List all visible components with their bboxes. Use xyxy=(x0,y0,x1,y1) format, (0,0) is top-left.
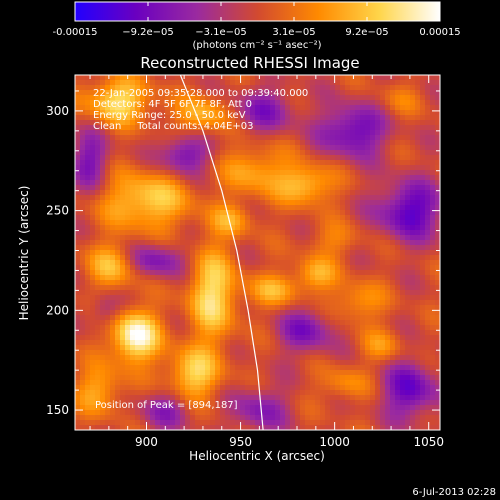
colorbar-tick-label: 3.1e−05 xyxy=(272,27,315,38)
solar-limb-curve xyxy=(179,74,264,431)
colorbar: -0.00015 −9.2e−05 −3.1e−05 3.1e−05 9.2e−… xyxy=(53,1,461,51)
x-axis-label: Heliocentric X (arcsec) xyxy=(189,449,325,463)
x-tick-label: 900 xyxy=(135,435,158,449)
info-line-time: 22-Jan-2005 09:35:28.000 to 09:39:40.000 xyxy=(93,88,308,99)
x-tick-label: 950 xyxy=(229,435,252,449)
info-line-detectors: Detectors: 4F 5F 6F 7F 8F, Att 0 xyxy=(93,99,252,110)
y-tick-label: 150 xyxy=(46,403,69,417)
colorbar-tick-label: −9.2e−05 xyxy=(122,27,174,38)
y-tick-label: 200 xyxy=(46,303,69,317)
info-line-clean: Clean Total counts: 4.04E+03 xyxy=(93,121,253,132)
peak-position-label: Position of Peak = [894,187] xyxy=(95,400,238,411)
colorbar-tick-label: 9.2e−05 xyxy=(345,27,388,38)
y-tick-label: 300 xyxy=(46,104,69,118)
axes: 900 950 1000 1050 150 200 250 300 xyxy=(46,75,444,449)
y-axis-label: Heliocentric Y (arcsec) xyxy=(17,186,31,321)
colorbar-tick-label: −3.1e−05 xyxy=(195,27,247,38)
colorbar-tick-label: -0.00015 xyxy=(53,27,98,38)
plot-frame xyxy=(74,74,441,431)
y-tick-label: 250 xyxy=(46,204,69,218)
x-tick-label: 1050 xyxy=(413,435,444,449)
colorbar-ticks xyxy=(74,2,441,21)
chart-title: Reconstructed RHESSI Image xyxy=(140,54,359,72)
colorbar-gradient xyxy=(74,1,441,22)
colorbar-tick-label: 0.00015 xyxy=(419,27,460,38)
info-line-energy: Energy Range: 25.0 - 50.0 keV xyxy=(93,110,246,121)
x-tick-label: 1000 xyxy=(319,435,350,449)
colorbar-unit-label: (photons cm⁻² s⁻¹ asec⁻²) xyxy=(192,40,321,51)
footer-date: 6-Jul-2013 02:28 xyxy=(412,487,496,498)
